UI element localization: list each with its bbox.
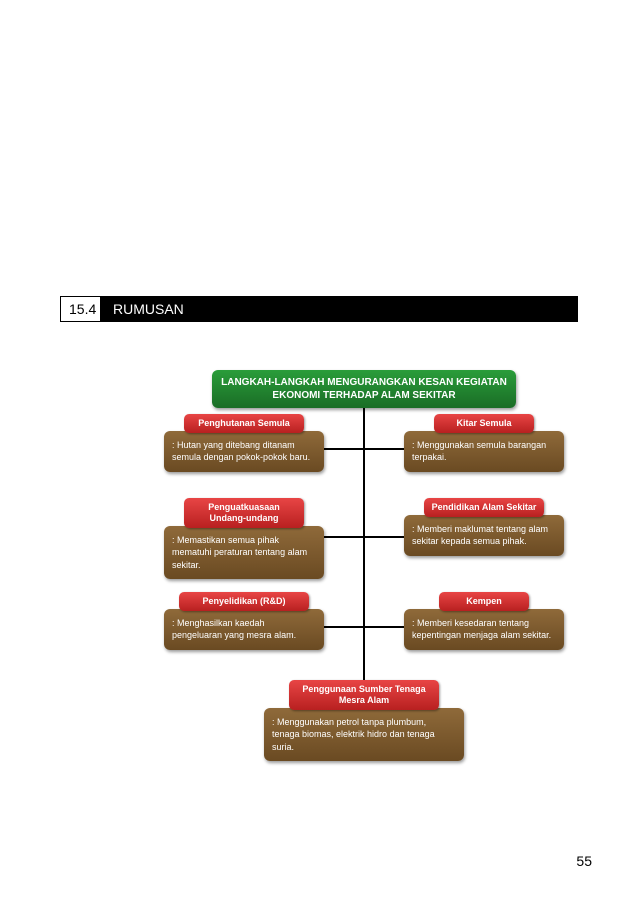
page-number: 55 (576, 853, 592, 869)
node-body-penyelidikan: : Menghasilkan kaedah pengeluaran yang m… (164, 609, 324, 650)
section-title: RUMUSAN (101, 297, 577, 321)
node-label-penyelidikan: Penyelidikan (R&D) (179, 592, 309, 611)
section-number: 15.4 (61, 297, 101, 321)
node-kempen: Kempen: Memberi kesedaran tentang kepent… (404, 592, 564, 650)
node-body-kempen: : Memberi kesedaran tentang kepentingan … (404, 609, 564, 650)
node-body-penguatkuasaan: : Memastikan semua pihak mematuhi peratu… (164, 526, 324, 580)
node-body-penghutanan: : Hutan yang ditebang ditanam semula den… (164, 431, 324, 472)
node-label-kitar: Kitar Semula (434, 414, 534, 433)
node-penyelidikan: Penyelidikan (R&D): Menghasilkan kaedah … (164, 592, 324, 650)
node-kitar: Kitar Semula: Menggunakan semula baranga… (404, 414, 564, 472)
node-label-penghutanan: Penghutanan Semula (184, 414, 304, 433)
node-label-penggunaan: Penggunaan Sumber Tenaga Mesra Alam (289, 680, 439, 710)
connector-trunk (363, 404, 365, 686)
node-pendidikan: Pendidikan Alam Sekitar: Memberi makluma… (404, 498, 564, 556)
node-penggunaan: Penggunaan Sumber Tenaga Mesra Alam: Men… (264, 680, 464, 761)
node-penghutanan: Penghutanan Semula: Hutan yang ditebang … (164, 414, 324, 472)
connector-row2 (324, 536, 404, 538)
connector-row3 (324, 626, 404, 628)
diagram-container: LANGKAH-LANGKAH MENGURANGKAN KESAN KEGIA… (154, 370, 574, 780)
node-body-kitar: : Menggunakan semula barangan terpakai. (404, 431, 564, 472)
section-header: 15.4 RUMUSAN (60, 296, 578, 322)
node-label-penguatkuasaan: Penguatkuasaan Undang-undang (184, 498, 304, 528)
node-label-kempen: Kempen (439, 592, 529, 611)
node-label-pendidikan: Pendidikan Alam Sekitar (424, 498, 544, 517)
node-body-penggunaan: : Menggunakan petrol tanpa plumbum, tena… (264, 708, 464, 762)
node-body-pendidikan: : Memberi maklumat tentang alam sekitar … (404, 515, 564, 556)
connector-row1 (324, 448, 404, 450)
diagram-main-title: LANGKAH-LANGKAH MENGURANGKAN KESAN KEGIA… (212, 370, 516, 408)
node-penguatkuasaan: Penguatkuasaan Undang-undang: Memastikan… (164, 498, 324, 579)
